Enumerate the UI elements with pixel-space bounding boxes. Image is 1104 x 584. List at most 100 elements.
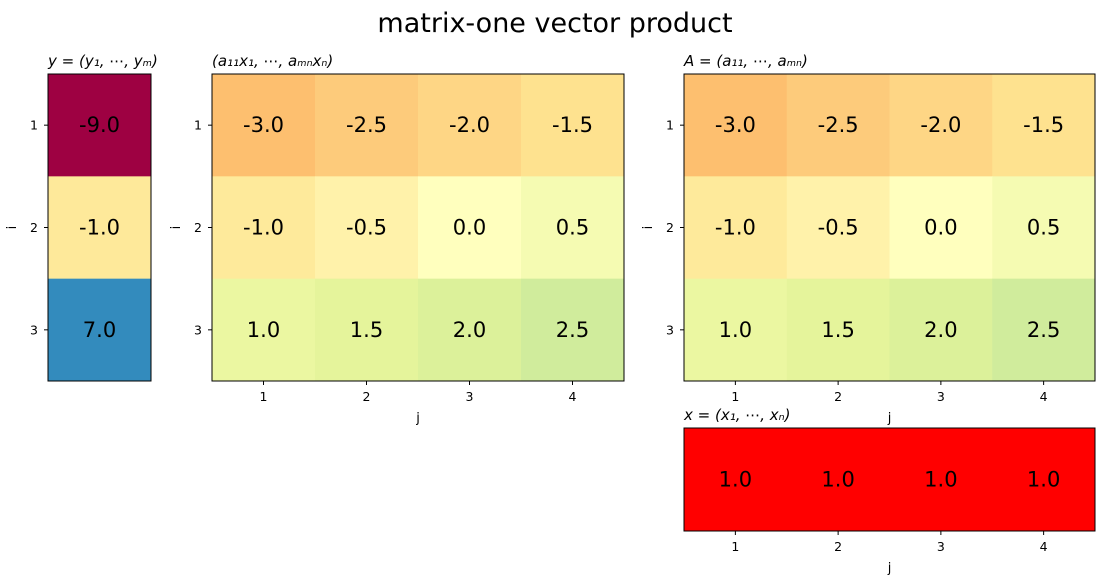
product-cell-2-2 [315, 176, 419, 280]
product-cell-1-1 [212, 74, 316, 177]
x-cell-label-1-1: 1.0 [719, 468, 752, 492]
x-x-tick-label-4: 4 [1040, 539, 1048, 554]
y-panel-title: y = (y₁, ⋯, yₘ) [47, 52, 158, 70]
x-panel-title: x = (x₁, ⋯, xₙ) [683, 406, 791, 424]
A-cell-label-3-2: 1.5 [821, 318, 854, 342]
A-cell-label-1-2: -2.5 [818, 113, 859, 137]
y-cell-1-1 [48, 74, 152, 177]
product-x-tick-label-2: 2 [363, 389, 371, 404]
A-cell-2-1 [684, 176, 788, 280]
y-cell-label-1-1: -9.0 [79, 113, 120, 137]
x-x-tick-label-2: 2 [834, 539, 842, 554]
product-matrix-heatmap: -3.0 -2.5 -2.0 -1.5 -1.0 -0.5 0.0 0.5 1.0 1.5 2.0 2… [169, 52, 625, 426]
product-x-tick-label-4: 4 [569, 389, 577, 404]
product-x-tick-label-1: 1 [260, 389, 268, 404]
product-cell-3-1 [212, 278, 316, 382]
figure-title: matrix-one vector product [377, 8, 732, 39]
x-frame [683, 427, 1096, 532]
A-cell-3-3 [889, 278, 993, 382]
product-y-tick-label-3: 3 [194, 322, 202, 337]
A-cell-1-4 [992, 74, 1096, 177]
product-cell-2-3 [418, 176, 522, 280]
product-x-tick-label-3: 3 [466, 389, 474, 404]
y-y-tick-label-2: 2 [30, 220, 38, 235]
y-vector-heatmap: -9.0 -1.0 7.0 y = (y₁, ⋯, yₘ) 1 2 3 i [5, 52, 158, 382]
x-cell-1-2 [786, 428, 890, 532]
a-matrix-heatmap: -3.0 -2.5 -2.0 -1.5 -1.0 -0.5 0.0 0.5 1.0 1.5 2.0 2… [641, 52, 1096, 426]
A-cell-1-1 [684, 74, 788, 177]
A-cell-3-2 [786, 278, 890, 382]
A-y-tick-label-3: 3 [666, 322, 674, 337]
product-cell-label-1-1: -3.0 [243, 113, 284, 137]
A-cell-label-3-3: 2.0 [924, 318, 957, 342]
A-x-tick-label-4: 4 [1040, 389, 1048, 404]
x-x-tick-label-1: 1 [731, 539, 739, 554]
A-cell-3-4 [992, 278, 1096, 382]
product-cell-label-2-1: -1.0 [243, 216, 284, 240]
x-x-tick-label-3: 3 [937, 539, 945, 554]
y-cell-3-1 [48, 278, 152, 382]
A-cell-label-1-3: -2.0 [920, 113, 961, 137]
A-cell-label-2-4: 0.5 [1027, 216, 1060, 240]
product-cell-2-1 [212, 176, 316, 280]
x-cell-label-1-4: 1.0 [1027, 468, 1060, 492]
product-cell-1-2 [315, 74, 419, 177]
product-cell-label-2-2: -0.5 [346, 216, 387, 240]
A-cell-2-3 [889, 176, 993, 280]
product-cell-3-3 [418, 278, 522, 382]
product-cell-label-3-3: 2.0 [453, 318, 486, 342]
A-cell-1-2 [786, 74, 890, 177]
x-cell-label-1-2: 1.0 [821, 468, 854, 492]
A-cell-label-2-3: 0.0 [924, 216, 957, 240]
A-cell-label-2-2: -0.5 [818, 216, 859, 240]
A-cell-2-2 [786, 176, 890, 280]
x-cell-1-3 [889, 428, 993, 532]
product-x-axis-label: j [415, 411, 420, 426]
A-y-axis-label: i [641, 226, 656, 230]
product-cell-label-3-2: 1.5 [350, 318, 383, 342]
product-panel-title: (a₁₁x₁, ⋯, aₘₙxₙ) [212, 52, 333, 70]
A-x-tick-label-1: 1 [731, 389, 739, 404]
y-y-tick-label-3: 3 [30, 322, 38, 337]
product-cell-label-1-3: -2.0 [449, 113, 490, 137]
A-cell-label-3-1: 1.0 [719, 318, 752, 342]
y-cell-2-1 [48, 176, 152, 280]
y-cell-label-2-1: -1.0 [79, 216, 120, 240]
A-y-tick-label-2: 2 [666, 220, 674, 235]
product-cell-3-2 [315, 278, 419, 382]
A-cell-label-1-1: -3.0 [715, 113, 756, 137]
A-cell-label-2-1: -1.0 [715, 216, 756, 240]
A-x-axis-label: j [887, 411, 892, 426]
product-cell-label-1-4: -1.5 [552, 113, 593, 137]
x-vector-heatmap: 1.0 1.0 1.0 1.0 x = (x₁, ⋯, xₙ) 1 2 3 4 j [683, 406, 1096, 576]
A-y-tick-label-1: 1 [666, 118, 674, 133]
y-cell-label-3-1: 7.0 [83, 318, 116, 342]
x-cell-label-1-3: 1.0 [924, 468, 957, 492]
A-cell-2-4 [992, 176, 1096, 280]
A-cell-3-1 [684, 278, 788, 382]
A-x-tick-label-3: 3 [937, 389, 945, 404]
product-cell-1-4 [521, 74, 625, 177]
y-y-axis-label: i [5, 226, 20, 230]
x-cell-1-4 [992, 428, 1096, 532]
product-y-tick-label-2: 2 [194, 220, 202, 235]
product-y-tick-label-1: 1 [194, 118, 202, 133]
product-cell-label-3-4: 2.5 [556, 318, 589, 342]
A-x-tick-label-2: 2 [834, 389, 842, 404]
product-cell-1-3 [418, 74, 522, 177]
product-cell-2-4 [521, 176, 625, 280]
product-cell-3-4 [521, 278, 625, 382]
A-cell-label-3-4: 2.5 [1027, 318, 1060, 342]
A-cell-label-1-4: -1.5 [1023, 113, 1064, 137]
x-x-axis-label: j [887, 561, 892, 576]
A-panel-title: A = (a₁₁, ⋯, aₘₙ) [683, 52, 808, 70]
product-cell-label-2-4: 0.5 [556, 216, 589, 240]
product-y-axis-label: i [169, 226, 184, 230]
product-cell-label-1-2: -2.5 [346, 113, 387, 137]
product-cell-label-2-3: 0.0 [453, 216, 486, 240]
A-cell-1-3 [889, 74, 993, 177]
x-cell-1-1 [684, 428, 788, 532]
product-cell-label-3-1: 1.0 [247, 318, 280, 342]
y-y-tick-label-1: 1 [30, 118, 38, 133]
